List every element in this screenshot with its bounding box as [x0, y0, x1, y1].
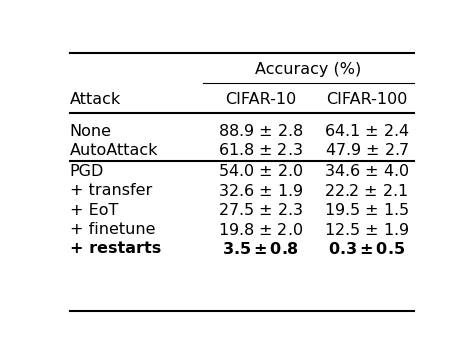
Text: Accuracy (%): Accuracy (%): [255, 62, 361, 77]
Text: $\mathbf{0.3 \pm 0.5}$: $\mathbf{0.3 \pm 0.5}$: [328, 241, 405, 257]
Text: PGD: PGD: [70, 164, 104, 179]
Text: Attack: Attack: [70, 92, 121, 107]
Text: 19.5 $\pm$ 1.5: 19.5 $\pm$ 1.5: [324, 202, 409, 218]
Text: 34.6 $\pm$ 4.0: 34.6 $\pm$ 4.0: [324, 163, 409, 179]
Text: + EoT: + EoT: [70, 203, 118, 218]
Text: None: None: [70, 124, 112, 139]
Text: + finetune: + finetune: [70, 222, 155, 237]
Text: 54.0 $\pm$ 2.0: 54.0 $\pm$ 2.0: [218, 163, 304, 179]
Text: + restarts: + restarts: [70, 241, 161, 256]
Text: 32.6 $\pm$ 1.9: 32.6 $\pm$ 1.9: [218, 183, 304, 199]
Text: 61.8 $\pm$ 2.3: 61.8 $\pm$ 2.3: [219, 142, 303, 159]
Text: 47.9 $\pm$ 2.7: 47.9 $\pm$ 2.7: [325, 142, 408, 159]
Text: 12.5 $\pm$ 1.9: 12.5 $\pm$ 1.9: [324, 222, 409, 238]
Text: CIFAR-100: CIFAR-100: [326, 92, 407, 107]
Text: 22.2 $\pm$ 2.1: 22.2 $\pm$ 2.1: [324, 183, 409, 199]
Text: $\mathbf{3.5 \pm 0.8}$: $\mathbf{3.5 \pm 0.8}$: [222, 241, 299, 257]
Text: CIFAR-10: CIFAR-10: [225, 92, 297, 107]
Text: 88.9 $\pm$ 2.8: 88.9 $\pm$ 2.8: [218, 123, 304, 139]
Text: 19.8 $\pm$ 2.0: 19.8 $\pm$ 2.0: [219, 222, 304, 238]
Text: 27.5 $\pm$ 2.3: 27.5 $\pm$ 2.3: [218, 202, 304, 218]
Text: + transfer: + transfer: [70, 184, 152, 198]
Text: AutoAttack: AutoAttack: [70, 143, 158, 158]
Text: 64.1 $\pm$ 2.4: 64.1 $\pm$ 2.4: [324, 123, 409, 139]
